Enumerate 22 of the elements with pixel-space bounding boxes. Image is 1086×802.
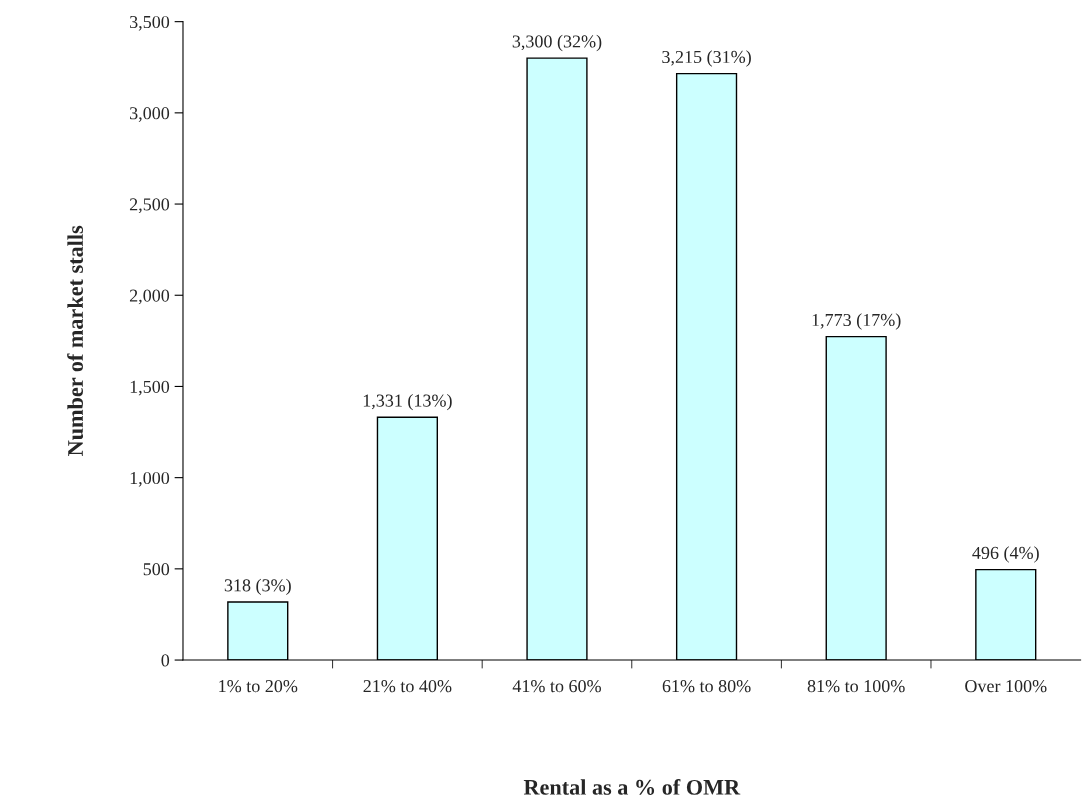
data-label: 3,300 (32%) <box>512 34 602 52</box>
y-tick-label: 2,500 <box>129 198 170 214</box>
data-label: 1,773 (17%) <box>812 313 901 330</box>
data-label: 318 (3%) <box>224 578 291 596</box>
data-label: 3,215 (31%) <box>662 50 751 67</box>
x-axis-title: Rental as a % of OMR <box>523 778 741 795</box>
y-tick-label: 2,000 <box>129 289 170 305</box>
y-tick-label: 0 <box>161 654 170 667</box>
y-tick-label: 1,000 <box>130 471 170 487</box>
y-tick-label: 3,000 <box>130 107 170 122</box>
y-tick-label: 1,500 <box>130 380 170 396</box>
data-label: 1,331 (13%) <box>363 393 452 411</box>
y-tick-label: 500 <box>143 563 170 576</box>
y-tick-label: 3,500 <box>130 15 170 31</box>
x-tick-label: 61% to 80% <box>662 680 751 693</box>
data-label: 496 (4%) <box>972 546 1039 563</box>
x-tick-label: 1% to 20% <box>219 680 298 693</box>
y-axis-title: Number of market stalls <box>67 225 84 456</box>
x-tick-label: 41% to 60% <box>512 680 601 693</box>
x-tick-label: 21% to 40% <box>363 680 452 693</box>
x-tick-label: 81% to 100% <box>807 680 905 693</box>
x-tick-label: Over 100% <box>965 680 1047 693</box>
